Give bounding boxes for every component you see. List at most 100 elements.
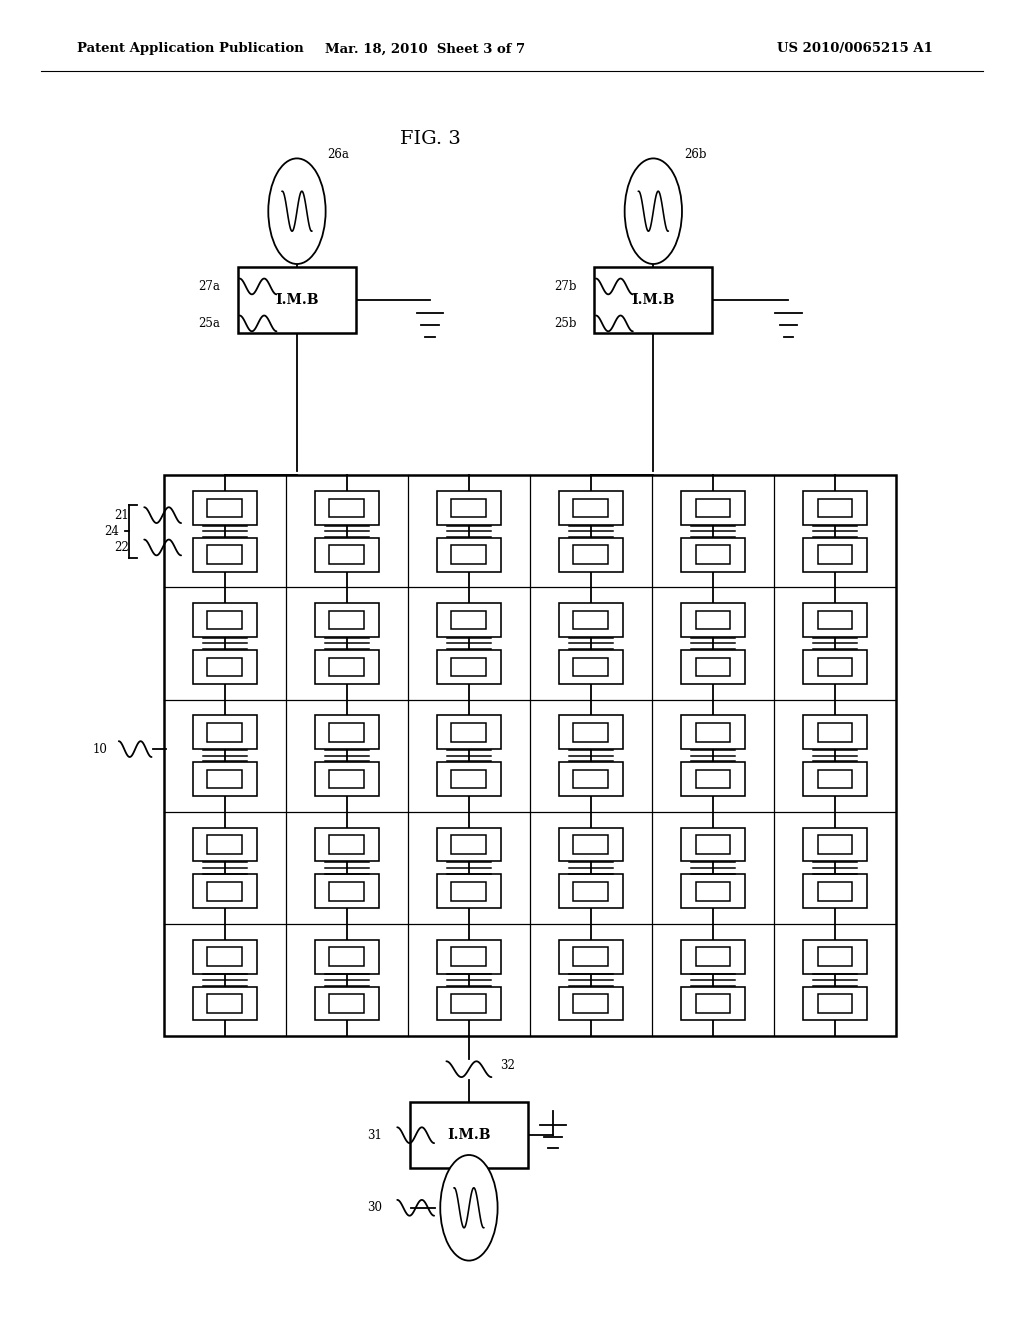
FancyBboxPatch shape [330, 948, 365, 966]
FancyBboxPatch shape [573, 499, 608, 517]
FancyBboxPatch shape [208, 611, 243, 630]
FancyBboxPatch shape [559, 649, 623, 684]
FancyBboxPatch shape [817, 499, 852, 517]
FancyBboxPatch shape [695, 657, 730, 676]
FancyBboxPatch shape [208, 882, 243, 900]
FancyBboxPatch shape [330, 611, 365, 630]
FancyBboxPatch shape [681, 762, 744, 796]
FancyBboxPatch shape [437, 940, 501, 974]
FancyBboxPatch shape [681, 649, 744, 684]
FancyBboxPatch shape [315, 537, 379, 572]
FancyBboxPatch shape [194, 715, 257, 750]
Text: 25b: 25b [554, 317, 577, 330]
FancyBboxPatch shape [817, 882, 852, 900]
Text: 27b: 27b [554, 280, 577, 293]
FancyBboxPatch shape [695, 836, 730, 854]
FancyBboxPatch shape [695, 723, 730, 742]
FancyBboxPatch shape [681, 491, 744, 525]
Ellipse shape [268, 158, 326, 264]
FancyBboxPatch shape [208, 836, 243, 854]
FancyBboxPatch shape [315, 986, 379, 1020]
FancyBboxPatch shape [803, 649, 866, 684]
FancyBboxPatch shape [573, 836, 608, 854]
FancyBboxPatch shape [695, 499, 730, 517]
FancyBboxPatch shape [695, 948, 730, 966]
FancyBboxPatch shape [573, 948, 608, 966]
FancyBboxPatch shape [194, 649, 257, 684]
FancyBboxPatch shape [803, 940, 866, 974]
Text: I.M.B: I.M.B [447, 1129, 490, 1142]
FancyBboxPatch shape [452, 948, 486, 966]
FancyBboxPatch shape [559, 715, 623, 750]
FancyBboxPatch shape [803, 828, 866, 862]
Text: 21: 21 [114, 508, 129, 521]
FancyBboxPatch shape [803, 986, 866, 1020]
FancyBboxPatch shape [437, 537, 501, 572]
FancyBboxPatch shape [315, 649, 379, 684]
FancyBboxPatch shape [559, 537, 623, 572]
FancyBboxPatch shape [238, 267, 356, 333]
FancyBboxPatch shape [330, 770, 365, 788]
FancyBboxPatch shape [330, 499, 365, 517]
FancyBboxPatch shape [330, 723, 365, 742]
FancyBboxPatch shape [573, 770, 608, 788]
Text: 10: 10 [92, 743, 108, 755]
Text: Mar. 18, 2010  Sheet 3 of 7: Mar. 18, 2010 Sheet 3 of 7 [325, 42, 525, 55]
FancyBboxPatch shape [194, 828, 257, 862]
FancyBboxPatch shape [452, 499, 486, 517]
FancyBboxPatch shape [437, 715, 501, 750]
FancyBboxPatch shape [681, 986, 744, 1020]
FancyBboxPatch shape [559, 986, 623, 1020]
FancyBboxPatch shape [315, 491, 379, 525]
FancyBboxPatch shape [817, 657, 852, 676]
FancyBboxPatch shape [695, 882, 730, 900]
Text: 32: 32 [500, 1059, 514, 1072]
FancyBboxPatch shape [208, 770, 243, 788]
FancyBboxPatch shape [803, 603, 866, 638]
FancyBboxPatch shape [330, 994, 365, 1012]
Text: 22: 22 [114, 541, 129, 554]
FancyBboxPatch shape [315, 828, 379, 862]
FancyBboxPatch shape [194, 762, 257, 796]
FancyBboxPatch shape [194, 491, 257, 525]
FancyBboxPatch shape [194, 603, 257, 638]
FancyBboxPatch shape [208, 545, 243, 564]
FancyBboxPatch shape [559, 603, 623, 638]
FancyBboxPatch shape [330, 882, 365, 900]
FancyBboxPatch shape [194, 940, 257, 974]
FancyBboxPatch shape [437, 986, 501, 1020]
FancyBboxPatch shape [573, 545, 608, 564]
FancyBboxPatch shape [208, 948, 243, 966]
Text: I.M.B: I.M.B [275, 293, 318, 306]
FancyBboxPatch shape [559, 874, 623, 908]
Text: 27a: 27a [199, 280, 220, 293]
FancyBboxPatch shape [208, 657, 243, 676]
Text: Patent Application Publication: Patent Application Publication [77, 42, 303, 55]
FancyBboxPatch shape [194, 986, 257, 1020]
FancyBboxPatch shape [208, 994, 243, 1012]
FancyBboxPatch shape [803, 537, 866, 572]
FancyBboxPatch shape [817, 836, 852, 854]
FancyBboxPatch shape [452, 994, 486, 1012]
FancyBboxPatch shape [803, 874, 866, 908]
FancyBboxPatch shape [695, 770, 730, 788]
FancyBboxPatch shape [437, 649, 501, 684]
FancyBboxPatch shape [452, 545, 486, 564]
Text: 24: 24 [103, 525, 119, 537]
Text: 31: 31 [367, 1129, 382, 1142]
FancyBboxPatch shape [330, 657, 365, 676]
FancyBboxPatch shape [452, 611, 486, 630]
FancyBboxPatch shape [437, 491, 501, 525]
FancyBboxPatch shape [559, 491, 623, 525]
FancyBboxPatch shape [695, 611, 730, 630]
FancyBboxPatch shape [681, 603, 744, 638]
FancyBboxPatch shape [681, 537, 744, 572]
FancyBboxPatch shape [559, 762, 623, 796]
Text: I.M.B: I.M.B [632, 293, 675, 306]
FancyBboxPatch shape [817, 948, 852, 966]
FancyBboxPatch shape [573, 657, 608, 676]
FancyBboxPatch shape [817, 545, 852, 564]
FancyBboxPatch shape [803, 491, 866, 525]
FancyBboxPatch shape [410, 1102, 527, 1168]
FancyBboxPatch shape [803, 762, 866, 796]
